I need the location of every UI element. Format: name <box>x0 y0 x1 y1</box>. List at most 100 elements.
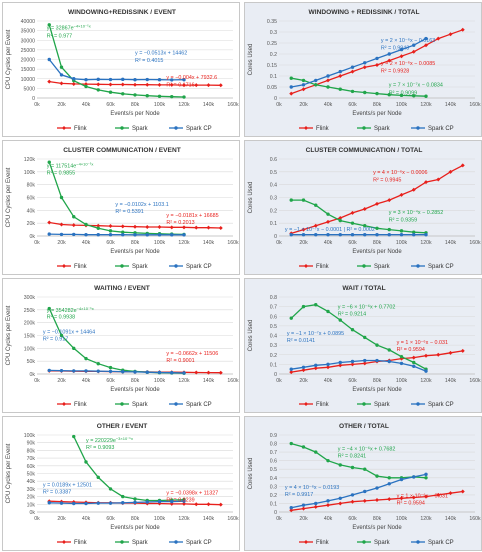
data-point <box>289 316 293 320</box>
data-point <box>362 361 367 366</box>
data-point <box>96 223 101 228</box>
legend-label: Flink <box>316 264 330 270</box>
x-tick-label: 40k <box>82 378 91 384</box>
data-point <box>338 233 342 237</box>
y-tick-label: 0 <box>274 372 277 378</box>
y-tick-label: 25000 <box>21 48 36 54</box>
data-point <box>84 369 88 373</box>
y-tick-label: 0.5 <box>270 170 277 176</box>
data-point <box>96 369 100 373</box>
series-line-spark_cp <box>49 500 185 505</box>
legend-marker <box>62 264 66 268</box>
data-point <box>218 502 223 507</box>
legend-marker <box>416 126 420 130</box>
data-point <box>84 501 88 506</box>
chart-panel: WINDOWING + REDISSINK / TOTAL 0 0.05 0.1 0.1… <box>244 2 482 137</box>
data-point <box>72 232 76 237</box>
y-tick-label: 0.4 <box>270 334 277 340</box>
equation-exponent: −3×10⁻⁵x <box>116 436 133 441</box>
chart-panel: WAITING / EVENT 0k 50k 100k 150k 200k 250k 300k… <box>2 278 240 413</box>
data-point <box>96 82 101 87</box>
data-point <box>96 501 100 505</box>
y-tick-label: 0.4 <box>270 476 277 482</box>
data-point <box>448 491 453 496</box>
legend-marker <box>416 540 420 544</box>
data-point <box>206 370 211 375</box>
legend-marker <box>304 540 308 544</box>
data-point <box>120 82 125 87</box>
legend-marker <box>174 264 178 268</box>
y-axis-label: Cores Used <box>248 44 254 76</box>
data-point <box>375 233 379 237</box>
y-tick-label: 0.3 <box>270 196 277 202</box>
data-point <box>326 499 330 503</box>
chart-title: OTHER / TOTAL <box>339 423 389 430</box>
data-point <box>326 233 330 237</box>
data-point <box>96 88 100 92</box>
x-tick-label: 120k <box>420 102 432 108</box>
data-point <box>399 192 404 197</box>
y-tick-label: 40k <box>27 479 36 485</box>
trendline-equation: y = −1 × 10⁻⁷x + 0.0895 <box>287 331 344 337</box>
y-tick-label: 40000 <box>21 19 36 25</box>
data-point <box>47 220 52 225</box>
data-point <box>313 366 318 371</box>
data-point <box>59 232 64 237</box>
data-point <box>424 353 428 358</box>
y-tick-label: 50k <box>27 359 36 365</box>
y-tick-label: 0.15 <box>267 63 277 69</box>
data-point <box>314 83 318 87</box>
legend-label: Spark CP <box>186 540 212 546</box>
x-axis-label: Events/s per Node <box>352 111 402 117</box>
data-point <box>72 434 76 439</box>
data-point <box>289 506 293 510</box>
trendline-equation: y = 1 × 10⁻⁶x − 0.031 <box>397 340 448 346</box>
data-point <box>338 363 343 368</box>
x-tick-label: 40k <box>324 378 333 384</box>
trendline-equation: y = 4 × 10⁻⁶x − 0.0006 <box>373 170 427 176</box>
y-tick-label: 20000 <box>21 58 36 64</box>
data-point <box>84 84 88 89</box>
data-point <box>375 498 379 503</box>
x-tick-label: 60k <box>348 378 357 384</box>
x-tick-label: 100k <box>154 378 166 384</box>
legend-marker <box>174 126 178 130</box>
y-tick-label: 0.4 <box>270 183 277 189</box>
data-point <box>47 160 51 164</box>
data-point <box>59 368 64 373</box>
data-point <box>145 93 149 98</box>
data-point <box>375 343 379 347</box>
data-point <box>424 43 428 48</box>
data-point <box>182 78 186 82</box>
trendline-equation: R² = 0.2013 <box>166 220 194 226</box>
x-tick-label: 20k <box>57 102 66 108</box>
data-point <box>375 358 379 363</box>
x-tick-label: 20k <box>299 102 308 108</box>
data-point <box>387 58 392 63</box>
data-point <box>411 495 416 500</box>
y-tick-label: 0.3 <box>270 343 277 349</box>
data-point <box>301 233 306 237</box>
x-tick-label: 160k <box>227 240 239 246</box>
trendline-equation: y = 220229e−3×10⁻⁵x <box>86 436 133 444</box>
data-point <box>399 54 404 59</box>
x-tick-label: 0k <box>276 378 282 384</box>
data-point <box>108 229 113 233</box>
trendline-equation: y = 0.0189x + 12501 <box>43 483 92 489</box>
data-point <box>72 215 76 219</box>
data-point <box>424 472 428 477</box>
series-line-spark_cp <box>49 233 184 236</box>
y-tick-label: 0.2 <box>270 52 277 58</box>
x-tick-label: 80k <box>373 240 382 246</box>
data-point <box>387 198 392 203</box>
data-point <box>387 497 392 502</box>
trendline-equation: y = 2 × 10⁻⁶x − 0.0163 <box>381 38 435 44</box>
data-point <box>399 233 404 237</box>
data-point <box>338 496 342 501</box>
legend-marker <box>304 402 308 406</box>
x-tick-label: 20k <box>57 378 66 384</box>
legend-marker <box>362 540 366 544</box>
y-tick-label: 0 <box>274 510 277 516</box>
data-point <box>363 61 367 65</box>
x-axis-label: Events/s per Node <box>110 111 160 117</box>
